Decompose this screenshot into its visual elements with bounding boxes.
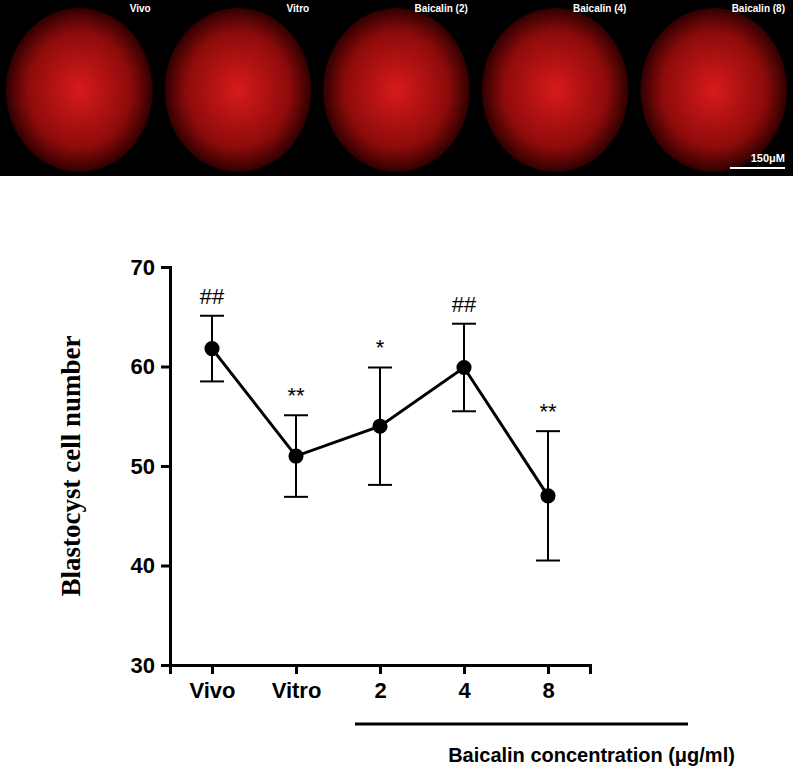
x-tick-label: 8 — [542, 678, 554, 703]
error-bar-cap — [536, 430, 560, 432]
y-tick-label: 40 — [131, 553, 155, 578]
y-tick-mark — [161, 465, 170, 468]
y-tick: 70 — [131, 255, 170, 280]
image-label: Vitro — [287, 3, 310, 14]
x-axis: Vivo Vitro 2 4 8 — [171, 665, 591, 703]
error-bar-cap — [536, 560, 560, 562]
y-tick-mark — [161, 664, 170, 667]
error-bar — [284, 415, 308, 497]
y-tick-label: 50 — [131, 454, 155, 479]
y-tick: 50 — [131, 454, 170, 479]
x-tick: Vivo — [189, 665, 235, 703]
error-bar-cap — [200, 315, 224, 317]
error-bar-cap — [284, 414, 308, 416]
group-bracket — [355, 723, 688, 726]
y-tick-mark — [161, 565, 170, 568]
error-bar-cap — [368, 366, 392, 368]
error-bar — [368, 367, 392, 484]
micrograph — [165, 8, 312, 172]
error-bar — [536, 431, 560, 560]
x-tick-mark — [463, 665, 466, 674]
x-tick: 2 — [374, 665, 386, 703]
x-tick-mark — [547, 665, 550, 674]
y-tick-label: 60 — [131, 354, 155, 379]
scale-bar-label: 150μM — [751, 152, 785, 164]
significance-mark: ** — [539, 399, 557, 424]
x-tick-label: Vivo — [189, 678, 235, 703]
x-tick: 8 — [542, 665, 554, 703]
y-tick: 60 — [131, 354, 170, 379]
y-tick: 30 — [131, 653, 170, 678]
scale-bar — [730, 167, 785, 169]
error-bar-cap — [200, 380, 224, 382]
x-tick-label: 4 — [458, 678, 471, 703]
y-tick: 40 — [131, 553, 170, 578]
data-point — [456, 360, 471, 375]
image-label: Baicalin (8) — [732, 3, 785, 14]
image-label: Baicalin (2) — [414, 3, 467, 14]
y-tick-mark — [161, 366, 170, 369]
x-axis-line — [171, 666, 591, 675]
data-point — [372, 419, 387, 434]
error-bar — [200, 316, 224, 382]
significance-mark: * — [376, 335, 385, 360]
y-axis-line — [161, 268, 171, 666]
x-axis-title: Baicalin concentration (μg/ml) — [448, 744, 735, 766]
x-tick-mark — [379, 665, 382, 674]
significance-mark: ** — [287, 383, 305, 408]
micrograph — [6, 8, 153, 172]
plot-area — [200, 316, 560, 561]
data-point — [288, 448, 303, 463]
figure: Vivo Vitro Baicalin (2) Baicalin (4) Baicali… — [0, 0, 793, 775]
data-point — [540, 488, 555, 503]
x-tick-mark — [211, 665, 214, 674]
error-bar-cap — [452, 323, 476, 325]
y-axis: 30 40 50 60 70 — [131, 255, 171, 678]
significance-mark: ## — [452, 292, 477, 317]
significance-mark: ## — [200, 284, 225, 309]
data-point — [204, 341, 219, 356]
y-axis-title: Blastocyst cell number — [56, 336, 86, 597]
micrograph — [482, 8, 629, 172]
x-tick-label: 2 — [374, 678, 386, 703]
y-tick-mark — [161, 266, 170, 269]
y-tick-label: 30 — [131, 653, 155, 678]
micrograph — [323, 8, 470, 172]
data-line — [212, 349, 548, 496]
x-tick: Vitro — [272, 665, 322, 703]
error-bar-cap — [368, 484, 392, 486]
image-strip: Vivo Vitro Baicalin (2) Baicalin (4) Baicali… — [0, 0, 793, 176]
error-bar-cap — [284, 496, 308, 498]
image-background — [0, 0, 793, 176]
micrograph — [640, 8, 787, 172]
image-label: Vivo — [130, 3, 151, 14]
error-bar-cap — [452, 410, 476, 412]
y-tick-label: 70 — [131, 255, 155, 280]
image-label: Baicalin (4) — [573, 3, 626, 14]
x-tick-label: Vitro — [272, 678, 322, 703]
error-bar — [452, 324, 476, 412]
x-tick: 4 — [458, 665, 471, 703]
x-tick-mark — [295, 665, 298, 674]
